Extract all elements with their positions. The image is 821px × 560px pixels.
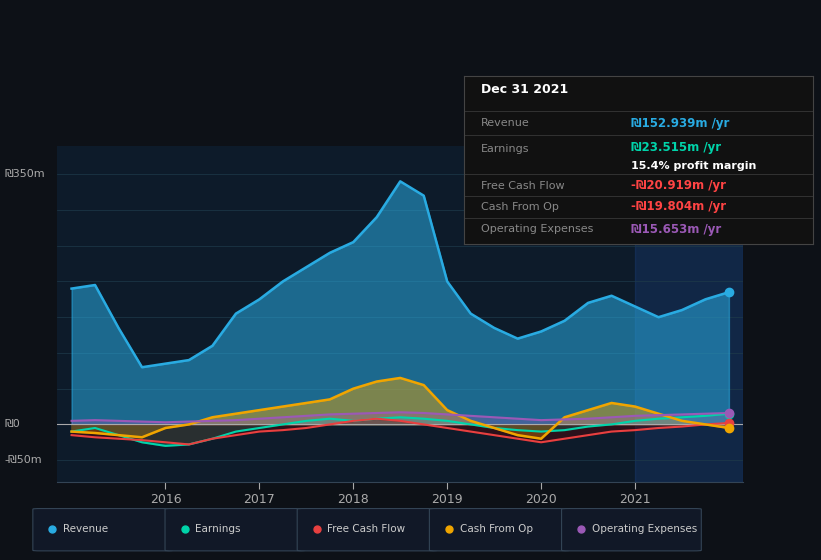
Text: -₪50m: -₪50m: [4, 455, 42, 465]
Text: Dec 31 2021: Dec 31 2021: [481, 83, 569, 96]
Text: Revenue: Revenue: [63, 524, 108, 534]
Text: 15.4% profit margin: 15.4% profit margin: [631, 161, 757, 171]
Text: Operating Expenses: Operating Expenses: [481, 225, 594, 234]
Text: -₪19.804m /yr: -₪19.804m /yr: [631, 200, 727, 213]
Text: ₪15.653m /yr: ₪15.653m /yr: [631, 223, 722, 236]
Text: Revenue: Revenue: [481, 119, 530, 128]
FancyBboxPatch shape: [562, 508, 701, 551]
Text: Cash From Op: Cash From Op: [481, 202, 559, 212]
Text: Operating Expenses: Operating Expenses: [592, 524, 697, 534]
Text: ₪0: ₪0: [4, 419, 20, 430]
Text: Earnings: Earnings: [481, 144, 530, 153]
Text: -₪20.919m /yr: -₪20.919m /yr: [631, 179, 727, 192]
Text: ₪23.515m /yr: ₪23.515m /yr: [631, 141, 722, 153]
Bar: [635, 146, 743, 482]
Text: Free Cash Flow: Free Cash Flow: [481, 181, 565, 190]
Text: Cash From Op: Cash From Op: [460, 524, 533, 534]
FancyBboxPatch shape: [33, 508, 172, 551]
FancyBboxPatch shape: [297, 508, 437, 551]
Text: Earnings: Earnings: [195, 524, 241, 534]
FancyBboxPatch shape: [429, 508, 569, 551]
Text: ₪350m: ₪350m: [4, 169, 44, 179]
FancyBboxPatch shape: [165, 508, 305, 551]
Text: Free Cash Flow: Free Cash Flow: [328, 524, 406, 534]
Text: ₪152.939m /yr: ₪152.939m /yr: [631, 117, 730, 130]
